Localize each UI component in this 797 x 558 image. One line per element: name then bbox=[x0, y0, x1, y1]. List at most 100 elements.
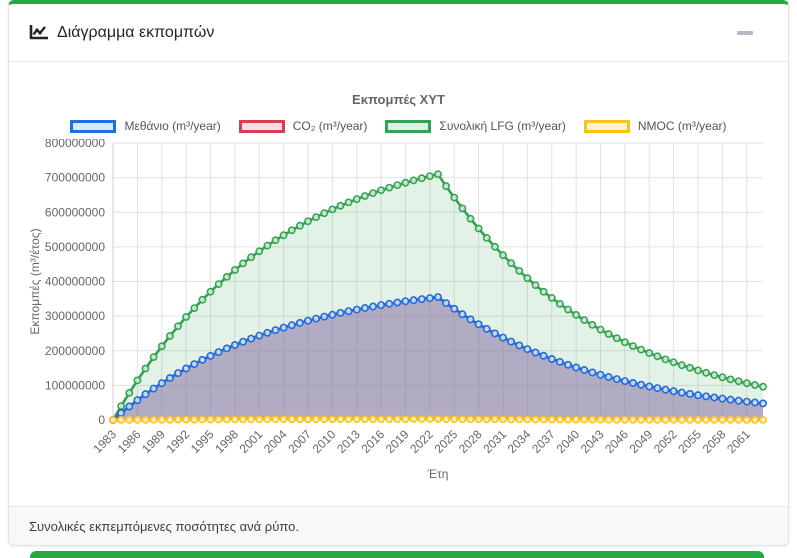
data-point bbox=[117, 409, 125, 417]
data-point bbox=[458, 415, 467, 424]
emissions-card: Διάγραμμα εκπομπών Εκπομπές ΧΥΤ Μεθάνιο … bbox=[8, 0, 789, 546]
data-point bbox=[214, 415, 223, 424]
data-point bbox=[556, 415, 564, 424]
data-point bbox=[336, 415, 345, 423]
data-point bbox=[580, 316, 589, 324]
data-point bbox=[677, 388, 686, 397]
data-point bbox=[499, 251, 507, 260]
x-tick-label: 2022 bbox=[407, 427, 436, 456]
data-point bbox=[669, 387, 678, 396]
data-point bbox=[734, 377, 743, 386]
data-point bbox=[312, 213, 320, 221]
x-tick-label: 1998 bbox=[212, 427, 241, 456]
y-tick-label: 400000000 bbox=[45, 275, 105, 289]
data-point bbox=[425, 294, 434, 302]
data-point bbox=[141, 390, 150, 399]
legend-item-1[interactable]: CO₂ (m³/year) bbox=[238, 119, 367, 133]
data-point bbox=[547, 415, 556, 424]
data-point bbox=[604, 415, 613, 424]
data-point bbox=[198, 415, 207, 424]
data-point bbox=[434, 170, 442, 179]
chart-line-icon bbox=[29, 25, 48, 40]
x-tick-label: 2016 bbox=[358, 427, 387, 456]
x-tick-label: 2004 bbox=[261, 427, 290, 456]
data-point bbox=[434, 415, 442, 423]
data-point bbox=[369, 189, 377, 197]
data-point bbox=[629, 342, 637, 350]
data-point bbox=[230, 415, 239, 424]
data-point bbox=[629, 379, 637, 387]
data-point bbox=[409, 415, 418, 423]
data-point bbox=[637, 380, 645, 389]
legend-item-0[interactable]: Μεθάνιο (m³/year) bbox=[70, 119, 221, 133]
data-point bbox=[669, 415, 678, 424]
data-point bbox=[377, 415, 385, 423]
emissions-chart-canvas[interactable]: 0 100000000 200000000 300000000 400000000 500… bbox=[9, 139, 788, 495]
data-point bbox=[141, 364, 150, 373]
data-point bbox=[653, 415, 662, 424]
data-point bbox=[580, 366, 589, 374]
data-point bbox=[466, 315, 475, 324]
data-point bbox=[466, 214, 475, 223]
data-point bbox=[295, 221, 304, 230]
legend-item-2[interactable]: Συνολική LFG (m³/year) bbox=[385, 119, 566, 133]
data-point bbox=[279, 415, 288, 424]
data-point bbox=[336, 201, 345, 210]
data-point bbox=[580, 415, 589, 424]
x-tick-label: 1992 bbox=[163, 427, 192, 456]
y-tick-label: 100000000 bbox=[45, 378, 105, 392]
y-tick-label: 800000000 bbox=[45, 139, 105, 150]
x-tick-label: 2013 bbox=[334, 427, 363, 456]
data-point bbox=[239, 337, 247, 346]
data-point bbox=[157, 415, 166, 424]
data-point bbox=[507, 337, 515, 346]
data-point bbox=[182, 364, 190, 373]
data-point bbox=[588, 368, 597, 377]
data-point bbox=[482, 324, 491, 333]
data-point bbox=[377, 186, 385, 195]
x-tick-label: 2040 bbox=[553, 427, 582, 456]
data-point bbox=[157, 342, 166, 351]
data-point bbox=[523, 345, 532, 353]
data-point bbox=[710, 393, 719, 402]
x-tick-label: 1983 bbox=[90, 427, 119, 456]
legend-swatch-icon bbox=[238, 119, 285, 133]
series-area-1 bbox=[113, 297, 763, 420]
x-tick-label: 2046 bbox=[602, 427, 631, 456]
data-point bbox=[759, 382, 767, 391]
data-point bbox=[751, 398, 759, 407]
series-line-3 bbox=[109, 415, 767, 424]
x-tick-label: 2007 bbox=[285, 427, 314, 456]
data-point bbox=[458, 310, 467, 319]
data-point bbox=[352, 195, 361, 203]
data-point bbox=[295, 415, 304, 424]
collapse-button[interactable] bbox=[734, 26, 756, 40]
data-point bbox=[149, 415, 158, 424]
data-point bbox=[434, 293, 442, 301]
data-point bbox=[686, 415, 694, 424]
data-point bbox=[742, 379, 751, 388]
data-point bbox=[352, 305, 361, 314]
data-point bbox=[490, 329, 499, 338]
data-point bbox=[174, 322, 182, 331]
data-point bbox=[499, 333, 507, 342]
data-point bbox=[734, 396, 743, 405]
data-point bbox=[531, 281, 540, 289]
legend-item-3[interactable]: NMOC (m³/year) bbox=[583, 119, 727, 133]
data-point bbox=[612, 415, 621, 424]
legend-label: Συνολική LFG (m³/year) bbox=[439, 119, 566, 133]
data-point bbox=[409, 176, 418, 185]
data-point bbox=[377, 301, 385, 309]
data-point bbox=[117, 415, 125, 424]
data-point bbox=[385, 415, 394, 423]
data-point bbox=[564, 360, 572, 369]
data-point bbox=[751, 381, 759, 389]
x-tick-label: 2061 bbox=[724, 427, 753, 456]
data-point bbox=[360, 192, 369, 200]
data-point bbox=[564, 305, 572, 314]
data-point bbox=[677, 361, 686, 370]
card-header: Διάγραμμα εκπομπών bbox=[9, 4, 788, 62]
x-tick-label: 2034 bbox=[505, 427, 534, 456]
data-point bbox=[304, 316, 312, 325]
data-point bbox=[742, 415, 751, 424]
